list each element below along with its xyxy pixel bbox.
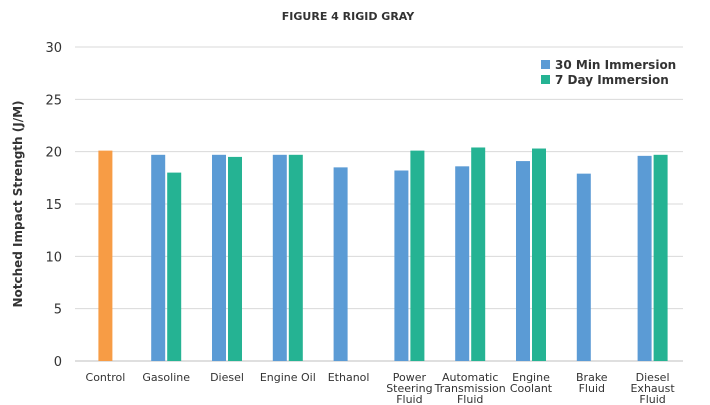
- y-tick-label: 25: [45, 93, 62, 108]
- y-axis-label: Notched Impact Strength (J/M): [11, 100, 25, 307]
- legend-swatch: [541, 75, 550, 84]
- x-tick-label-line: Automatic: [442, 371, 498, 384]
- x-tick-label: Engine Oil: [260, 371, 316, 384]
- legend-label: 7 Day Immersion: [555, 73, 669, 87]
- x-tick-label-line: Fluid: [579, 382, 605, 395]
- x-tick-label-line: Engine Oil: [260, 371, 316, 384]
- x-tick-label-line: Engine: [512, 371, 550, 384]
- x-tick-label: Power Steering Fluid: [386, 371, 432, 405]
- bar-30-min: [212, 154, 226, 361]
- x-tick-label-line: Control: [86, 371, 126, 384]
- bar-30-min: [516, 161, 530, 361]
- x-tick-label-line: Diesel: [636, 371, 670, 384]
- x-tick-label-line: Steering: [386, 382, 432, 395]
- bars: [98, 147, 668, 361]
- y-tick-label: 5: [54, 303, 62, 318]
- bar-30-min: [333, 167, 348, 361]
- y-tick-label: 10: [45, 250, 62, 265]
- x-tick-label: Diesel Exhaust Fluid: [630, 371, 675, 405]
- x-tick-label-line: Fluid: [457, 393, 483, 405]
- bar-30-min: [394, 170, 409, 361]
- chart-title: FIGURE 4 RIGID GRAY: [282, 10, 415, 23]
- bar-7-day: [471, 147, 486, 361]
- bar-30-min: [455, 166, 470, 361]
- x-tick-labels: Control Gasoline Diesel Engine Oil Ethanol Po…: [86, 371, 676, 405]
- x-tick-label: Engine Coolant: [510, 371, 553, 395]
- x-tick-label-line: Fluid: [639, 393, 665, 405]
- bar-30-min: [576, 173, 591, 361]
- y-tick-label: 20: [45, 146, 62, 161]
- x-tick-label: Gasoline: [142, 371, 190, 384]
- x-tick-label-line: Ethanol: [328, 371, 370, 384]
- gridlines: [75, 46, 683, 362]
- bar-30-min: [272, 154, 287, 361]
- x-tick-label: Brake Fluid: [576, 371, 608, 395]
- bar-30-min: [151, 154, 166, 361]
- x-tick-label-line: Fluid: [396, 393, 422, 405]
- bar-7-day: [167, 172, 182, 361]
- bar-7-day: [653, 154, 668, 361]
- x-tick-label: Ethanol: [328, 371, 370, 384]
- x-tick-label-line: Brake: [576, 371, 608, 384]
- y-tick-label: 15: [45, 198, 62, 213]
- bar-30-min: [637, 155, 652, 361]
- legend-label: 30 Min Immersion: [555, 58, 676, 72]
- x-tick-label: Control: [86, 371, 126, 384]
- bar-7-day: [228, 156, 242, 361]
- x-tick-label: Automatic Transmission Fluid: [434, 371, 506, 405]
- x-tick-label-line: Power: [393, 371, 427, 384]
- bar-7-day: [532, 148, 546, 361]
- x-tick-label: Diesel: [210, 371, 244, 384]
- x-tick-label-line: Exhaust: [630, 382, 675, 395]
- y-tick-label: 30: [45, 41, 62, 56]
- bar-control: [98, 150, 113, 361]
- y-tick-labels: 0 5 10 15 20 25 30: [45, 41, 62, 370]
- bar-7-day: [410, 150, 425, 361]
- x-tick-label-line: Gasoline: [142, 371, 190, 384]
- y-tick-label: 0: [54, 355, 62, 370]
- x-tick-label-line: Coolant: [510, 382, 553, 395]
- x-tick-label-line: Transmission: [434, 382, 506, 395]
- bar-7-day: [288, 154, 303, 361]
- x-tick-label-line: Diesel: [210, 371, 244, 384]
- legend-swatch: [541, 60, 550, 69]
